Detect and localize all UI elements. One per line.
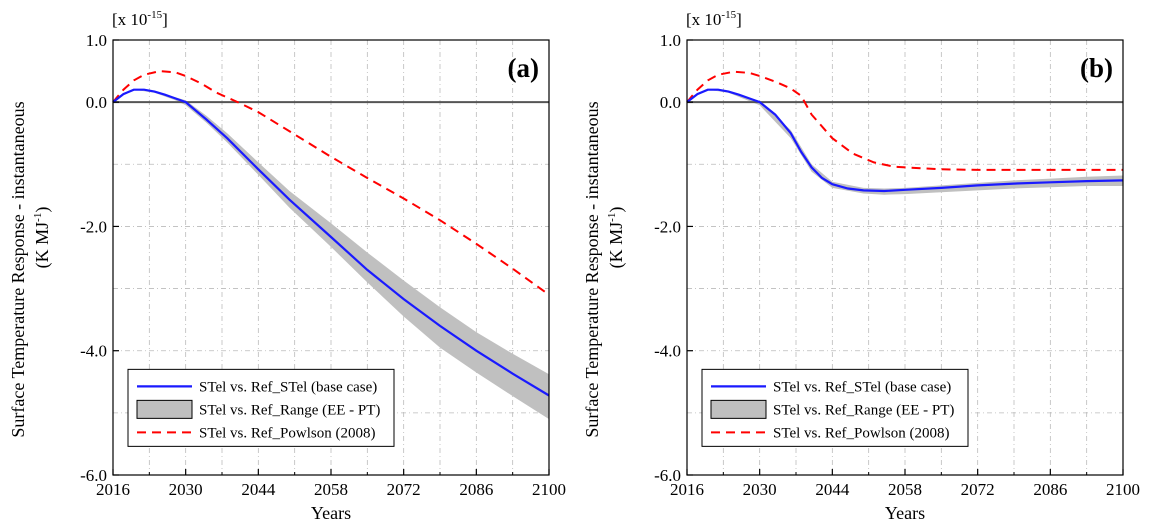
y-axis-unit: (K MJ-1): [606, 207, 627, 269]
x-tick-label: 2030: [169, 480, 203, 499]
x-tick-label: 2030: [743, 480, 777, 499]
x-tick-label: 2016: [96, 480, 130, 499]
legend: STel vs. Ref_STel (base case) STel vs. Re…: [127, 368, 395, 447]
legend-swatch-range: [710, 399, 767, 419]
y-axis-title: Surface Temperature Response - instantan…: [582, 101, 602, 437]
y-tick-label: 1.0: [86, 31, 107, 50]
x-axis-title: Years: [311, 503, 351, 523]
panel-label: (b): [1080, 53, 1113, 83]
y-tick-label: 0.0: [86, 93, 107, 112]
legend-label-base-case: STel vs. Ref_STel (base case): [199, 379, 377, 395]
legend-label-range: STel vs. Ref_Range (EE - PT): [199, 402, 380, 418]
y-tick-label: 1.0: [660, 31, 681, 50]
y-tick-label: -6.0: [654, 466, 681, 485]
legend: STel vs. Ref_STel (base case) STel vs. Re…: [701, 368, 969, 447]
y-axis-unit-exponent: -1: [606, 213, 618, 222]
x-tick-label: 2044: [815, 480, 850, 499]
scale-multiplier-exponent: -15: [147, 9, 162, 21]
series-line-base-case: [686, 88, 1124, 193]
x-tick-label: 2072: [961, 480, 995, 499]
x-tick-label: 2086: [459, 480, 493, 499]
legend-label-powlson: STel vs. Ref_Powlson (2008): [199, 425, 375, 441]
scale-multiplier-base: [x 10: [112, 10, 147, 29]
legend-label-powlson: STel vs. Ref_Powlson (2008): [773, 425, 949, 441]
legend-swatch-range: [136, 399, 193, 419]
x-tick-label: 2100: [1106, 480, 1140, 499]
y-axis-unit-text: (K MJ: [32, 222, 53, 269]
y-tick-label: -2.0: [654, 217, 681, 236]
x-tick-label: 2058: [314, 480, 348, 499]
x-tick-label: 2016: [670, 480, 704, 499]
y-tick-label: -4.0: [80, 342, 107, 361]
legend-label-range: STel vs. Ref_Range (EE - PT): [773, 402, 954, 418]
legend-label-base-case: STel vs. Ref_STel (base case): [773, 379, 951, 395]
y-axis-unit-exponent: -1: [32, 213, 44, 222]
y-axis-unit: (K MJ-1): [32, 207, 53, 269]
panel-label: (a): [508, 53, 539, 83]
scale-multiplier-exponent: -15: [721, 9, 736, 21]
x-tick-label: 2100: [532, 480, 566, 499]
y-axis-unit-close: ): [606, 207, 627, 213]
series-line-base-case: [112, 88, 550, 397]
scale-multiplier-close: ]: [162, 10, 168, 29]
series-line-powlson: [686, 70, 1123, 171]
scale-multiplier-close: ]: [736, 10, 742, 29]
series-line-powlson: [112, 70, 550, 296]
y-axis-title: Surface Temperature Response - instantan…: [8, 101, 28, 437]
scale-multiplier: [x 10-15]: [686, 9, 742, 29]
range-band: [687, 89, 1123, 195]
chart-panel-1: 2016 2030 2044 2058 2072 2086 2100 1.0 0.0 -2.0 -4…: [8, 9, 566, 523]
chart-panel-2: 2016 2030 2044 2058 2072 2086 2100 1.0 0.0 -2.0 -4…: [582, 9, 1140, 523]
y-tick-label: 0.0: [660, 93, 681, 112]
scale-multiplier: [x 10-15]: [112, 9, 168, 29]
y-axis-unit-text: (K MJ: [606, 222, 627, 269]
x-tick-label: 2044: [241, 480, 276, 499]
x-tick-label: 2086: [1033, 480, 1067, 499]
y-tick-label: -4.0: [654, 342, 681, 361]
x-tick-label: 2072: [387, 480, 421, 499]
x-axis-title: Years: [885, 503, 925, 523]
scale-multiplier-base: [x 10: [686, 10, 721, 29]
range-band: [113, 89, 549, 420]
y-axis-unit-close: ): [32, 207, 53, 213]
y-tick-label: -2.0: [80, 217, 107, 236]
x-tick-label: 2058: [888, 480, 922, 499]
y-tick-label: -6.0: [80, 466, 107, 485]
